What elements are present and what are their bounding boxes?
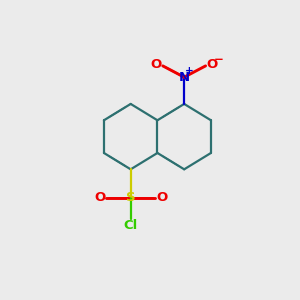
Text: O: O xyxy=(206,58,218,71)
Text: +: + xyxy=(185,66,194,76)
Text: O: O xyxy=(156,191,167,204)
Text: Cl: Cl xyxy=(124,219,138,232)
Text: −: − xyxy=(214,53,224,66)
Text: O: O xyxy=(151,58,162,71)
Text: S: S xyxy=(126,191,136,204)
Text: N: N xyxy=(178,71,190,84)
Text: O: O xyxy=(94,191,105,204)
